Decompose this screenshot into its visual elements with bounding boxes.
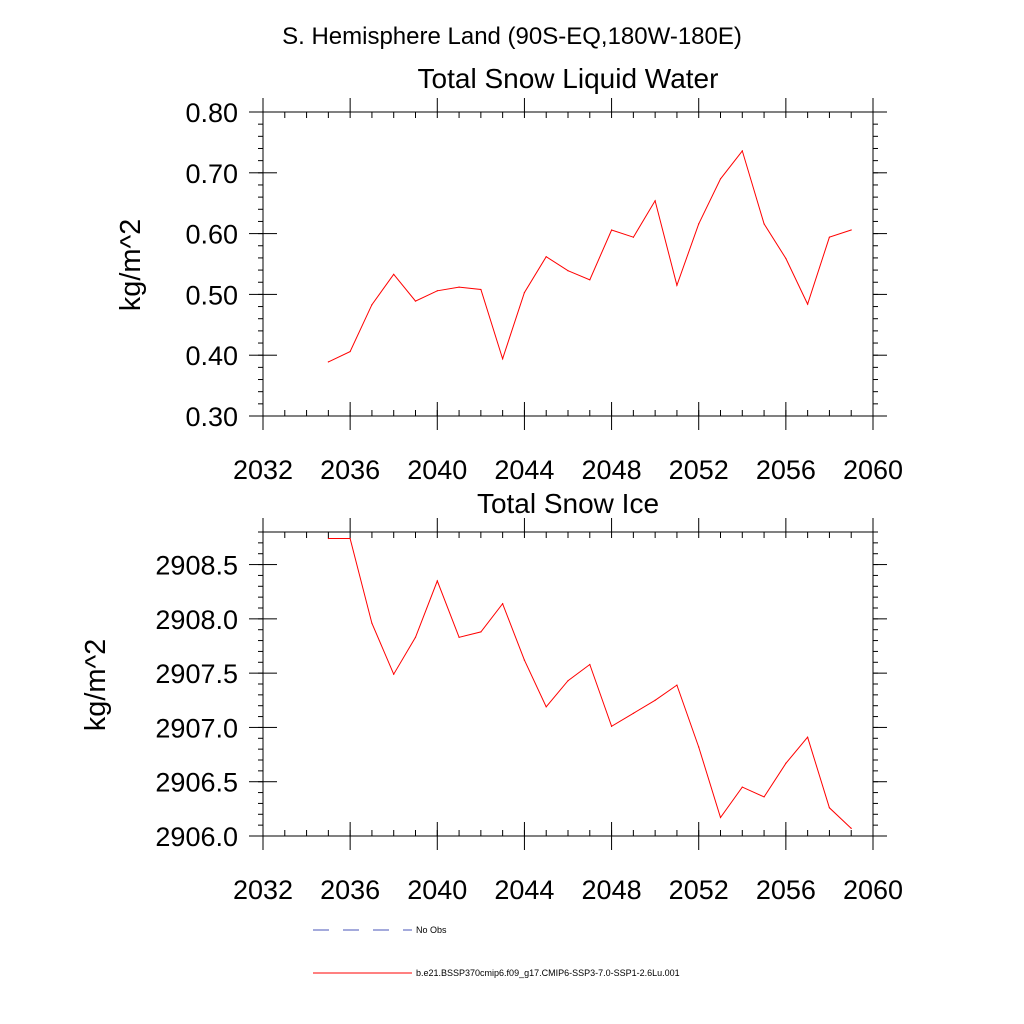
series-line — [328, 538, 852, 829]
data-point — [349, 350, 351, 353]
data-point — [632, 712, 634, 714]
data-point — [545, 256, 547, 258]
data-point — [502, 603, 504, 605]
data-point — [610, 725, 613, 727]
chart-title: Total Snow Liquid Water — [418, 63, 719, 94]
y-tick-label: 2907.5 — [155, 659, 238, 689]
x-tick-label: 2060 — [843, 875, 903, 905]
legend: No Obs b.e21.BSSP370cmip6.f09_g17.CMIP6-… — [313, 925, 680, 978]
data-point — [458, 636, 460, 638]
data-point — [763, 223, 765, 225]
x-tick-label: 2036 — [320, 875, 380, 905]
y-axis-label: kg/m^2 — [80, 639, 112, 732]
data-point — [327, 361, 329, 363]
data-point — [741, 150, 743, 152]
legend-label-no-obs: No Obs — [416, 925, 447, 935]
plot-frame — [262, 111, 874, 417]
data-point — [763, 796, 765, 798]
data-point — [785, 257, 787, 260]
x-tick-label: 2052 — [669, 455, 729, 485]
y-tick-label: 2908.0 — [155, 605, 238, 635]
data-point — [807, 736, 809, 738]
data-point — [828, 236, 831, 238]
x-tick-label: 2056 — [756, 875, 816, 905]
data-point — [719, 816, 722, 819]
data-point — [327, 537, 329, 540]
x-tick-label: 2044 — [494, 875, 554, 905]
data-point — [523, 659, 526, 661]
data-point — [436, 290, 438, 292]
y-tick-label: 2906.5 — [155, 768, 238, 798]
data-point — [785, 762, 787, 764]
x-tick-label: 2044 — [494, 455, 554, 485]
data-point — [567, 270, 569, 272]
data-point — [589, 279, 591, 281]
data-point — [676, 684, 678, 686]
x-tick-label: 2052 — [669, 875, 729, 905]
x-tick-label: 2036 — [320, 455, 380, 485]
y-tick-label: 2908.5 — [155, 551, 238, 581]
x-tick-label: 2048 — [582, 875, 642, 905]
x-tick-label: 2032 — [233, 455, 293, 485]
data-point — [349, 537, 351, 540]
x-tick-label: 2056 — [756, 455, 816, 485]
data-point — [654, 699, 656, 701]
panel-snow-ice: Total Snow Ice kg/m^2 2032 2036 2040 2044 20… — [80, 488, 903, 905]
data-point — [654, 200, 656, 202]
data-point — [545, 706, 547, 708]
data-point — [589, 663, 591, 666]
series-line — [328, 149, 852, 363]
data-point — [719, 178, 722, 180]
y-axis-label: kg/m^2 — [115, 219, 147, 312]
chart-title: Total Snow Ice — [477, 488, 659, 519]
data-point — [741, 786, 743, 788]
data-point — [698, 223, 700, 225]
y-tick-label: 0.70 — [185, 159, 238, 189]
data-point — [414, 636, 417, 638]
legend-label-model-run: b.e21.BSSP370cmip6.f09_g17.CMIP6-SSP3-7.… — [416, 968, 680, 978]
x-tick-label: 2060 — [843, 455, 903, 485]
data-point — [850, 229, 852, 231]
page-title: S. Hemisphere Land (90S-EQ,180W-180E) — [282, 23, 742, 50]
y-tick-label: 2907.0 — [155, 713, 238, 743]
data-point — [480, 288, 482, 291]
x-tick-label: 2040 — [407, 455, 467, 485]
y-tick-label: 0.50 — [185, 280, 238, 310]
data-point — [807, 303, 809, 305]
data-point — [414, 300, 417, 302]
data-point — [393, 673, 395, 675]
data-point — [523, 291, 526, 294]
data-point — [436, 580, 438, 582]
data-point — [676, 284, 678, 286]
y-tick-label: 0.80 — [185, 98, 238, 128]
data-point — [393, 273, 395, 275]
y-tick-label: 0.60 — [185, 220, 238, 250]
data-point — [480, 631, 482, 633]
panel-snow-liquid-water: Total Snow Liquid Water kg/m^2 2032 2036 2… — [115, 63, 903, 485]
y-tick-label: 0.40 — [185, 341, 238, 371]
data-point — [850, 827, 852, 830]
data-point — [502, 358, 504, 360]
y-tick-label: 2906.0 — [155, 822, 238, 852]
data-point — [567, 680, 569, 682]
x-tick-label: 2040 — [407, 875, 467, 905]
y-tick-label: 0.30 — [185, 402, 238, 432]
data-point — [371, 304, 373, 306]
data-point — [610, 229, 613, 231]
x-tick-label: 2032 — [233, 875, 293, 905]
data-point — [458, 286, 460, 288]
data-point — [632, 236, 634, 238]
plot-frame — [262, 531, 874, 837]
data-point — [828, 807, 831, 809]
data-point — [371, 622, 373, 624]
data-point — [698, 746, 700, 748]
x-tick-label: 2048 — [582, 455, 642, 485]
